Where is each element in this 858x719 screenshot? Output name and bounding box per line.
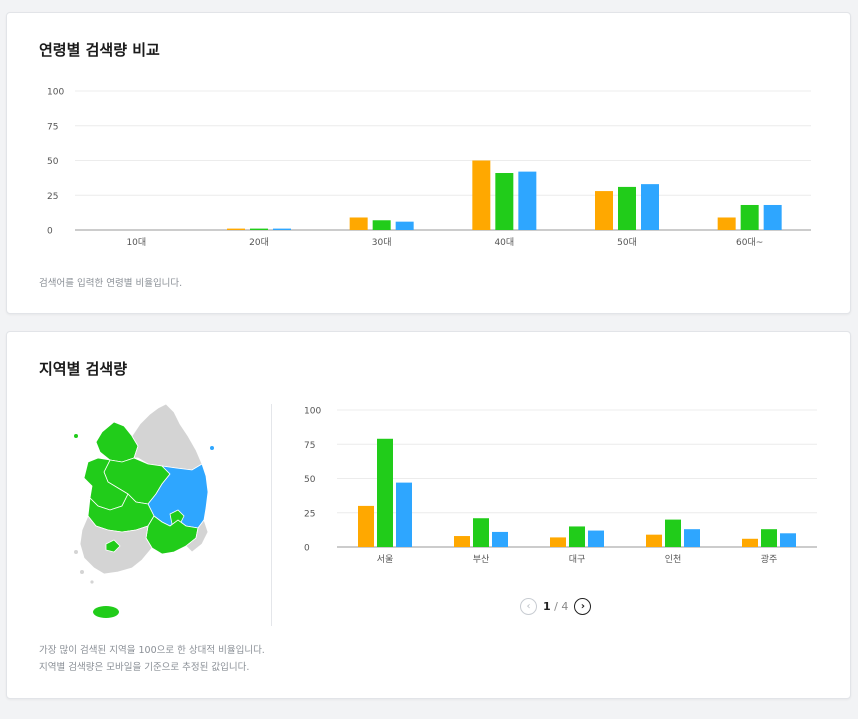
bar[interactable] [761, 529, 777, 547]
age-section-title: 연령별 검색량 비교 [39, 41, 160, 59]
y-tick-label: 50 [47, 157, 59, 167]
y-tick-label: 75 [304, 441, 315, 451]
chevron-right-icon[interactable]: › [574, 598, 592, 615]
map-region-daegu[interactable] [169, 509, 185, 525]
y-tick-label: 0 [47, 227, 53, 237]
map-island [74, 550, 78, 554]
bar[interactable] [684, 529, 700, 547]
bar[interactable] [742, 538, 758, 547]
bar[interactable] [569, 526, 585, 547]
map-island-ulleung [210, 446, 214, 450]
bar[interactable] [473, 518, 489, 547]
x-tick-label: 서울 [377, 554, 394, 565]
x-tick-label: 30대 [372, 237, 392, 248]
bar[interactable] [358, 505, 374, 547]
pager-total: 4 [561, 600, 569, 613]
x-tick-label: 20대 [249, 237, 269, 248]
y-tick-label: 50 [304, 475, 316, 485]
age-bar-chart: 0 25 50 75 100 10대 20대 30대 40대 50대 60대~ [47, 88, 811, 248]
map-island [74, 434, 78, 438]
map-chart-divider [271, 404, 272, 626]
x-tick-label: 광주 [761, 553, 778, 565]
region-section-title: 지역별 검색량 [39, 360, 128, 378]
bar[interactable] [396, 482, 412, 547]
x-tick-label: 부산 [473, 554, 490, 565]
bar[interactable] [250, 228, 268, 230]
bar[interactable] [372, 220, 391, 230]
region-search-card: 지역별 검색량 0 25 50 75 100 서울 부산 대구 인천 광주 [6, 331, 851, 699]
bar[interactable] [588, 530, 604, 547]
y-tick-label: 100 [47, 88, 64, 98]
y-tick-label: 0 [304, 544, 310, 554]
bar[interactable] [550, 537, 566, 547]
map-island [80, 570, 84, 574]
bar[interactable] [227, 228, 245, 230]
y-tick-label: 75 [47, 122, 58, 132]
bar[interactable] [273, 228, 291, 230]
bar[interactable] [395, 221, 414, 230]
bar[interactable] [780, 533, 796, 547]
x-tick-label: 60대~ [736, 237, 763, 248]
pager-status: 1 / 4 [543, 600, 568, 613]
y-tick-label: 25 [47, 192, 58, 202]
x-tick-label: 40대 [494, 237, 514, 248]
region-bar-chart: 0 25 50 75 100 서울 부산 대구 인천 광주 [304, 407, 817, 565]
age-search-card: 연령별 검색량 비교 0 25 50 75 100 10대 20대 30대 40대 50대 60대~… [6, 12, 851, 314]
x-tick-label: 50대 [617, 237, 637, 248]
map-region-gangwon[interactable] [131, 403, 203, 471]
x-tick-label: 대구 [569, 554, 586, 565]
y-tick-label: 25 [304, 509, 315, 519]
x-tick-label: 10대 [126, 237, 146, 248]
bar[interactable] [492, 531, 508, 547]
map-region-jeju[interactable] [93, 606, 119, 618]
bar[interactable] [646, 534, 662, 547]
pager-current: 1 [543, 600, 551, 613]
bar[interactable] [495, 173, 514, 230]
map-island [90, 580, 94, 584]
bar[interactable] [472, 160, 491, 231]
korea-region-map [74, 403, 214, 618]
bar[interactable] [740, 204, 759, 230]
age-note: 검색어를 입력한 연령별 비율입니다. [39, 278, 183, 289]
region-pager: ‹ 1 / 4 › [520, 598, 592, 615]
bar[interactable] [595, 191, 613, 230]
y-tick-label: 100 [304, 407, 321, 417]
bar[interactable] [454, 536, 470, 547]
chevron-left-icon[interactable]: ‹ [520, 598, 537, 615]
x-tick-label: 인천 [665, 554, 682, 565]
bar[interactable] [717, 217, 736, 230]
bar[interactable] [618, 186, 636, 230]
bar[interactable] [641, 184, 659, 230]
region-note-1: 가장 많이 검색된 지역을 100으로 한 상대적 비율입니다. [39, 645, 265, 656]
bar[interactable] [665, 519, 681, 547]
bar[interactable] [349, 217, 368, 230]
bar[interactable] [763, 204, 782, 230]
map-region-gyeonggi[interactable] [95, 421, 139, 463]
bar[interactable] [377, 438, 393, 547]
bar[interactable] [518, 171, 537, 230]
map-region-gwangju[interactable] [105, 539, 121, 553]
map-region-busan[interactable] [185, 519, 209, 553]
pager-separator: / [554, 600, 558, 613]
region-note-2: 지역별 검색량은 모바일을 기준으로 추정된 값입니다. [39, 662, 250, 673]
